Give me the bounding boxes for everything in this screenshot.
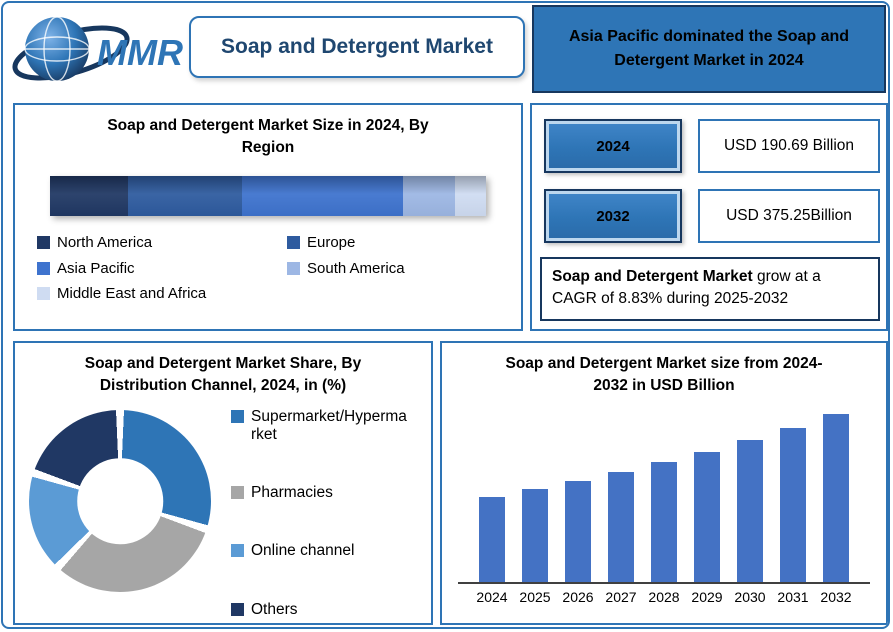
legend-label: Middle East and Africa	[57, 284, 207, 302]
size-bar	[651, 462, 677, 583]
value-2032-text: USD 375.25Billion	[726, 207, 852, 224]
region-legend-item: North America	[37, 234, 287, 251]
region-legend-item: Asia Pacific	[37, 260, 287, 277]
year-badge-2032: 2032	[544, 189, 682, 243]
legend-label: Others	[251, 600, 298, 618]
size-bar-year-label: 2025	[519, 589, 551, 606]
size-bar-column	[815, 406, 858, 583]
year-badge-2032-label: 2032	[596, 207, 630, 225]
size-bar	[522, 489, 548, 583]
legend-label: Pharmacies	[251, 484, 333, 502]
size-bar-chart	[458, 406, 870, 585]
size-bar-column	[471, 406, 514, 583]
legend-swatch-icon	[231, 410, 244, 424]
region-bar-segment	[403, 176, 456, 217]
legend-swatch-icon	[231, 602, 244, 616]
size-bar	[780, 428, 806, 583]
share-legend-item: Pharmacies	[231, 484, 409, 502]
stats-panel: 2024 USD 190.69 Billion 2032 USD 375.25B…	[530, 103, 888, 331]
legend-swatch-icon	[37, 236, 50, 250]
legend-swatch-icon	[231, 544, 244, 558]
cagr-note-rest: grow at a CAGR of 8.83% during 2025-2032	[552, 268, 821, 308]
size-bar-column	[557, 406, 600, 583]
size-bar-year-label: 2028	[648, 589, 680, 606]
size-bar	[823, 414, 849, 583]
size-bar-year-label: 2027	[605, 589, 637, 606]
region-bar-segment	[241, 176, 404, 217]
share-legend: Supermarket/Hypermarket Pharmacies Online …	[231, 408, 409, 618]
share-chart-title: Soap and Detergent Market Share, By Dist…	[84, 355, 362, 394]
year-badge-2024: 2024	[544, 119, 682, 173]
logo-text: MMR	[97, 32, 183, 73]
donut-chart	[29, 410, 211, 593]
region-legend-item: South America	[287, 260, 521, 277]
legend-label: Online channel	[251, 542, 355, 560]
region-bar-segment	[128, 176, 242, 217]
size-bar	[737, 440, 763, 583]
size-bar	[479, 497, 505, 583]
legend-swatch-icon	[287, 261, 300, 275]
region-panel: Soap and Detergent Market Size in 2024, …	[13, 103, 523, 331]
share-content: Supermarket/Hypermarket Pharmacies Online …	[15, 396, 431, 622]
region-bar-segment	[50, 176, 129, 217]
page-title-text: Soap and Detergent Market	[221, 35, 493, 58]
size-bar-year-label: 2026	[562, 589, 594, 606]
share-legend-item: Supermarket/Hypermarket	[231, 408, 409, 444]
donut-hole	[77, 458, 163, 545]
legend-label: Supermarket/Hypermarket	[251, 408, 407, 444]
value-2024: USD 190.69 Billion	[698, 119, 880, 173]
legend-swatch-icon	[231, 486, 244, 500]
size-bar	[694, 452, 720, 583]
size-bar-column	[600, 406, 643, 583]
legend-label: Europe	[307, 234, 356, 252]
region-bar-segment	[455, 176, 486, 217]
size-bar-year-label: 2029	[691, 589, 723, 606]
legend-swatch-icon	[287, 236, 300, 250]
header-highlight-text: Asia Pacific dominated the Soap and Dete…	[568, 28, 850, 69]
legend-label: South America	[307, 259, 405, 277]
cagr-note: Soap and Detergent Market grow at a CAGR…	[540, 257, 880, 321]
header-highlight: Asia Pacific dominated the Soap and Dete…	[532, 5, 886, 93]
share-panel: Soap and Detergent Market Share, By Dist…	[13, 341, 433, 625]
size-bar-column	[729, 406, 772, 583]
legend-swatch-icon	[37, 261, 50, 275]
size-bar-year-label: 2030	[734, 589, 766, 606]
year-badge-2024-label: 2024	[596, 137, 630, 155]
legend-label: Asia Pacific	[57, 259, 135, 277]
size-bar	[565, 481, 591, 583]
value-2032: USD 375.25Billion	[698, 189, 880, 243]
size-bar-year-label: 2032	[820, 589, 852, 606]
size-bar-column	[686, 406, 729, 583]
size-bar-year-label: 2031	[777, 589, 809, 606]
size-bar-column	[643, 406, 686, 583]
region-stacked-bar	[50, 176, 486, 217]
mmr-logo: MMR	[9, 7, 187, 95]
size-panel: Soap and Detergent Market size from 2024…	[440, 341, 888, 625]
region-chart-title: Soap and Detergent Market Size in 2024, …	[107, 117, 429, 156]
size-bar	[608, 472, 634, 583]
legend-swatch-icon	[37, 286, 50, 300]
region-legend: North America Europe Asia Pacific South Ame…	[37, 234, 521, 302]
size-bar-labels: 2024 2025 2026 2027 2028 2029 2030 2031 2032	[458, 589, 870, 605]
size-chart-title: Soap and Detergent Market size from 2024…	[505, 355, 823, 394]
cagr-note-bold: Soap and Detergent Market	[552, 268, 753, 285]
region-legend-item: Middle East and Africa	[37, 285, 287, 302]
share-legend-item: Others	[231, 601, 409, 619]
legend-label: North America	[57, 234, 153, 252]
value-2024-text: USD 190.69 Billion	[723, 137, 855, 154]
region-legend-item: Europe	[287, 234, 521, 251]
size-bar-column	[772, 406, 815, 583]
size-bar-column	[514, 406, 557, 583]
share-legend-item: Online channel	[231, 542, 409, 560]
size-bar-year-label: 2024	[476, 589, 508, 606]
globe-icon: MMR	[12, 16, 183, 82]
page-title: Soap and Detergent Market	[189, 16, 525, 78]
